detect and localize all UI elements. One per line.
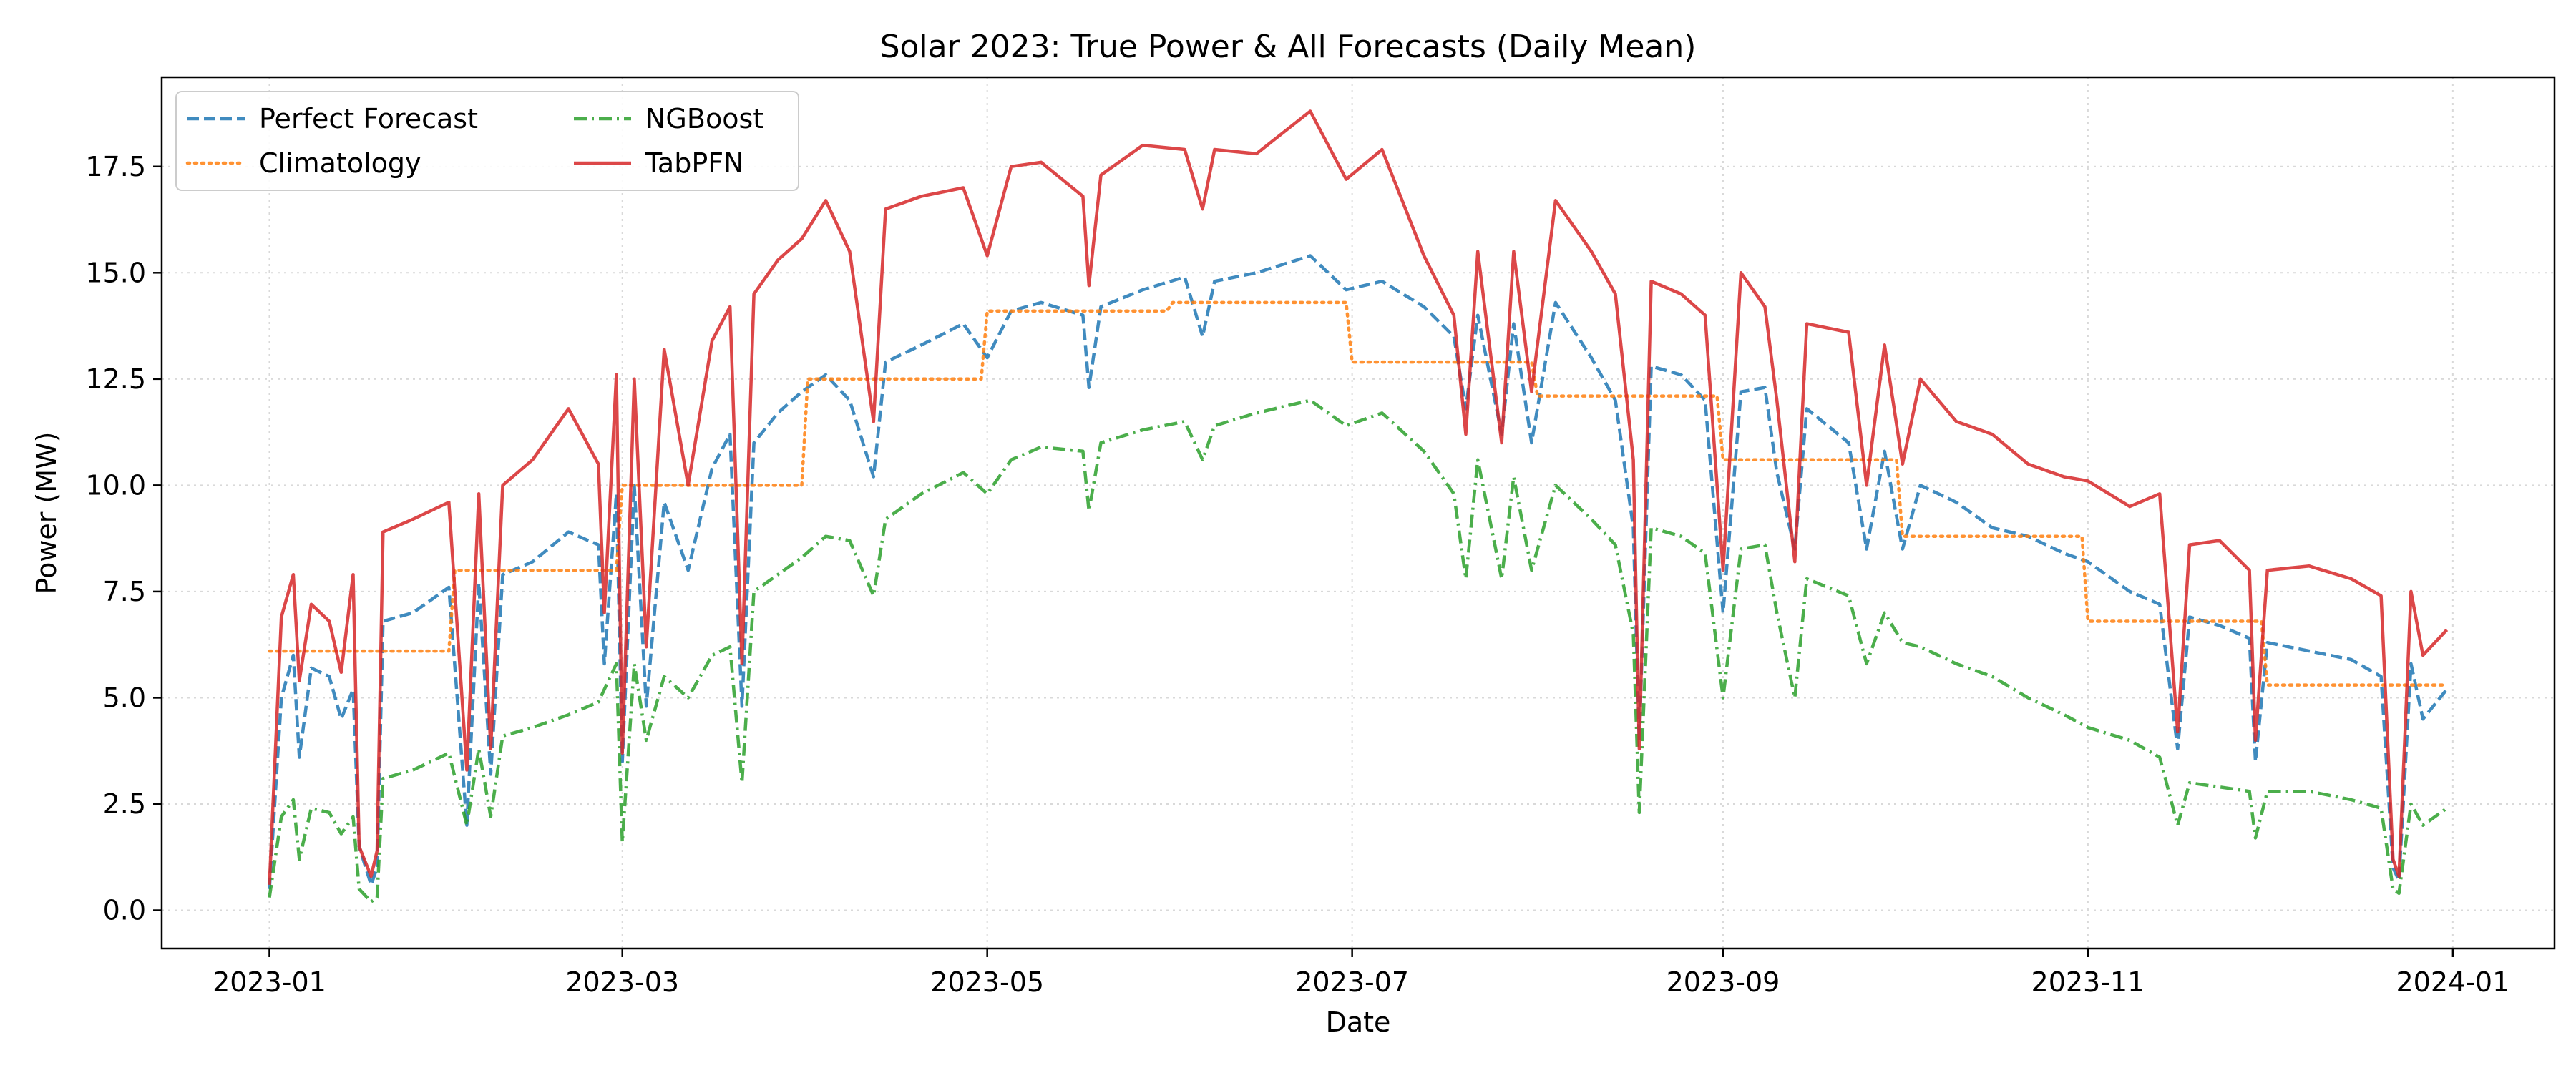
y-tick-label: 7.5	[103, 576, 146, 607]
chart-title: Solar 2023: True Power & All Forecasts (…	[880, 29, 1697, 65]
y-tick-label: 2.5	[103, 788, 146, 820]
legend-box	[175, 91, 799, 191]
x-tick-label: 2023-09	[1667, 966, 1780, 998]
legend: Perfect Forecast Climatology NGBoost TabPFN	[175, 91, 799, 191]
series-line-tabpfn	[268, 109, 2449, 886]
x-tick-label: 2023-03	[565, 966, 679, 998]
x-tick-label: 2023-05	[930, 966, 1044, 998]
legend-label-ngboost: NGBoost	[645, 103, 763, 134]
y-tick-label: 17.5	[85, 151, 146, 182]
x-tick-label: 2023-11	[2031, 966, 2145, 998]
y-tick-label: 5.0	[103, 682, 146, 713]
series-lines	[268, 109, 2449, 903]
series-line-climatology	[268, 300, 2449, 687]
legend-label-perfect-forecast: Perfect Forecast	[259, 103, 478, 134]
x-tick-label: 2023-07	[1295, 966, 1409, 998]
x-axis-label: Date	[1326, 1006, 1391, 1038]
series-line-perfect-forecast	[268, 254, 2449, 889]
y-axis-label: Power (MW)	[31, 432, 62, 594]
x-tick-label: 2024-01	[2396, 966, 2509, 998]
y-tick-label: 15.0	[85, 257, 146, 288]
y-tick-label: 12.5	[85, 363, 146, 395]
y-tick-label: 0.0	[103, 895, 146, 926]
plot-frame	[160, 76, 2556, 950]
x-tick-label: 2023-01	[213, 966, 326, 998]
legend-label-tabpfn: TabPFN	[645, 147, 744, 179]
y-tick-label: 10.0	[85, 469, 146, 501]
axis-ticks: 0.0 2.5 5.0 7.5 10.0 12.5 15.0 17.5 2023-01 2023-…	[85, 151, 2509, 998]
series-line-ngboost	[268, 398, 2448, 903]
legend-label-climatology: Climatology	[259, 147, 421, 179]
